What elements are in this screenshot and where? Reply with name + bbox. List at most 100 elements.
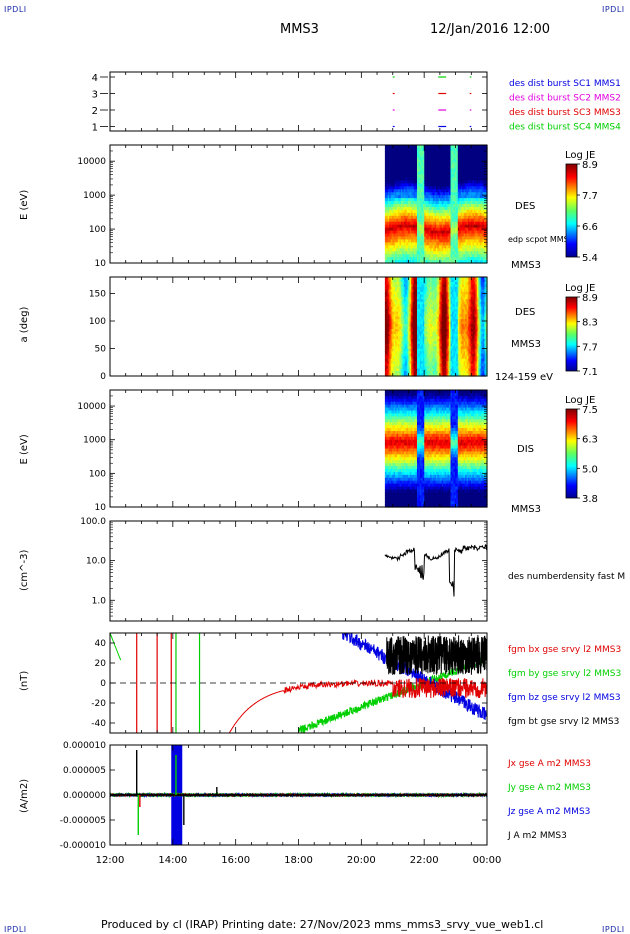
spectrogram-cell <box>433 145 436 149</box>
spectrogram-cell <box>390 153 393 158</box>
spectrogram-cell <box>476 198 479 202</box>
spectrogram-cell <box>484 236 487 240</box>
spectrogram-cell <box>468 239 471 243</box>
spectrogram-cell <box>446 168 449 173</box>
spectrogram-cell <box>384 165 387 170</box>
spectrogram-cell <box>387 165 390 170</box>
spectrogram-cell <box>437 159 440 164</box>
spectrogram-cell <box>422 254 425 258</box>
spectrogram-cell <box>387 309 390 313</box>
spectrogram-cell <box>398 212 401 217</box>
spectrogram-cell <box>478 206 481 211</box>
spectrogram-cell <box>459 174 462 179</box>
burst-y-label: 3 <box>92 90 98 101</box>
spectrogram-cell <box>386 145 389 149</box>
spectrogram-cell <box>484 233 487 238</box>
spectrogram-cell <box>444 183 447 187</box>
spectrogram-cell <box>422 189 425 193</box>
spectrogram-cell <box>443 224 446 229</box>
spectrogram-cell <box>408 180 411 184</box>
spectrogram-cell <box>478 218 481 223</box>
spectrogram-cell <box>399 212 402 217</box>
spectrogram-cell <box>447 248 450 252</box>
spectrogram-cell <box>431 245 434 249</box>
spectrogram-cell <box>386 294 389 298</box>
spectrogram-cell <box>416 201 420 205</box>
spectrogram-cell <box>460 183 463 187</box>
spectrogram-cell <box>450 245 453 249</box>
spectrogram-cell <box>481 215 484 220</box>
spectrogram-cell <box>406 224 409 229</box>
spectrogram-cell <box>415 221 418 226</box>
spectrogram-cell <box>431 201 434 205</box>
spectrogram-cell <box>435 145 439 149</box>
spectrogram-cell <box>396 168 399 173</box>
spectrogram-cell <box>465 257 468 261</box>
spectrogram-cell <box>451 174 455 179</box>
spectrogram-cell <box>389 254 392 258</box>
spectrogram-cell <box>450 195 453 199</box>
spectrogram-cell <box>431 147 434 152</box>
spectrogram-cell <box>476 159 479 164</box>
spectrogram-cell <box>454 192 457 196</box>
spectrogram-cell <box>456 201 459 205</box>
spectrogram-cell <box>438 201 441 205</box>
spectrogram-cell <box>402 248 405 252</box>
spectrogram-cell <box>424 145 427 149</box>
spectrogram-cell <box>451 177 455 181</box>
spectrogram-cell <box>422 156 425 161</box>
spectrogram-cell <box>402 230 405 235</box>
spectrogram-cell <box>457 150 460 155</box>
spectrogram-cell <box>390 227 393 232</box>
spectrogram-cell <box>472 177 475 181</box>
spectrogram-cell <box>482 156 485 161</box>
spectrogram-cell <box>403 150 406 155</box>
spectrogram-cell <box>451 215 455 220</box>
spectrogram-cell <box>430 165 433 170</box>
spectrogram-cell <box>438 186 441 190</box>
spectrogram-cell <box>425 201 428 205</box>
spectrogram-cell <box>390 159 393 164</box>
spectrogram-cell <box>387 351 390 355</box>
spectrogram-cell <box>438 165 441 170</box>
spectrogram-cell <box>399 195 402 199</box>
spectrogram-cell <box>412 189 415 193</box>
spectrogram-cell <box>450 254 453 258</box>
spectrogram-cell <box>462 248 465 252</box>
spectrogram-cell <box>405 245 408 249</box>
spectrogram-cell <box>425 230 428 235</box>
spectrogram-cell <box>449 162 452 167</box>
spectrogram-cell <box>457 159 460 164</box>
spectrogram-cell <box>456 192 459 196</box>
spectrogram-cell <box>409 215 412 220</box>
spectrogram-cell <box>416 233 420 238</box>
spectrogram-cell <box>425 198 428 202</box>
spectrogram-cell <box>446 186 449 190</box>
spectrogram-cell <box>433 189 436 193</box>
spectrogram-cell <box>472 168 475 173</box>
spectrogram-cell <box>421 165 424 170</box>
spectrogram-cell <box>453 162 456 167</box>
spectrogram-cell <box>456 206 459 211</box>
spectrogram-cell <box>419 159 422 164</box>
spectrogram-cell <box>465 206 468 211</box>
spectrogram-cell <box>457 145 460 149</box>
spectrogram-cell <box>386 204 389 208</box>
spectrogram-cell <box>392 221 395 226</box>
spectrogram-cell <box>414 218 417 223</box>
spectrogram-cell <box>466 233 469 238</box>
spectrogram-cell <box>430 209 433 214</box>
spectrogram-cell <box>468 242 471 246</box>
spectrogram-cell <box>469 218 472 223</box>
spectrogram-cell <box>451 218 455 223</box>
spectrogram-cell <box>384 215 387 220</box>
spectrogram-cell <box>478 257 481 261</box>
spectrogram-cell <box>418 230 421 235</box>
spectrogram-cell <box>481 201 484 205</box>
spectrogram-cell <box>411 236 414 240</box>
spectrogram-cell <box>457 224 460 229</box>
spectrogram-cell <box>387 150 390 155</box>
spectrogram-cell <box>414 162 417 167</box>
spectrogram-cell <box>405 242 408 246</box>
spectrogram-cell <box>409 195 412 199</box>
